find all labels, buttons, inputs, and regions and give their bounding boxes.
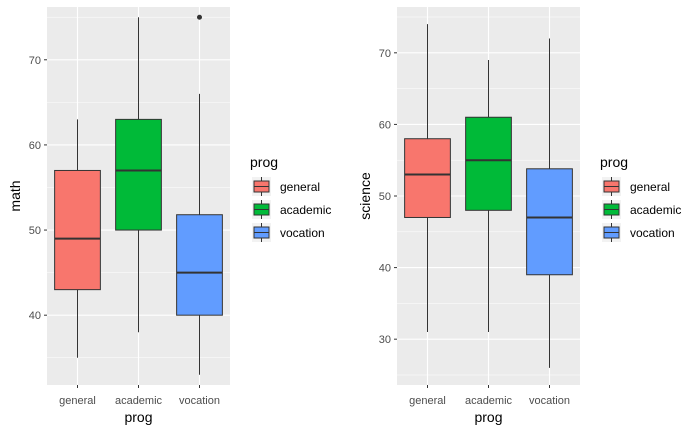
- y-tick-label: 50: [379, 191, 391, 203]
- legend-label-general: general: [630, 180, 670, 194]
- y-tick-label: 60: [29, 140, 41, 152]
- legend-label-vocation: vocation: [280, 226, 325, 240]
- x-axis-title: prog: [124, 409, 152, 425]
- box-vocation: [176, 214, 223, 316]
- x-axis-title: prog: [474, 409, 502, 425]
- y-tick-label: 60: [379, 119, 391, 131]
- y-tick-label: 70: [379, 48, 391, 60]
- legend-title: prog: [250, 154, 278, 170]
- legend-title: prog: [600, 154, 628, 170]
- legend-label-academic: academic: [280, 203, 331, 217]
- box-academic: [115, 118, 162, 231]
- y-tick-label: 50: [29, 225, 41, 237]
- y-axis-title: science: [357, 172, 373, 220]
- box-general: [404, 138, 451, 218]
- x-tick-label: vocation: [179, 395, 220, 407]
- y-axis-title: math: [7, 180, 23, 211]
- legend-label-general: general: [280, 180, 320, 194]
- legend-label-vocation: vocation: [630, 226, 675, 240]
- y-tick-label: 40: [379, 263, 391, 275]
- y-tick-label: 70: [29, 55, 41, 67]
- x-tick-label: general: [59, 395, 96, 407]
- y-tick-label: 30: [379, 334, 391, 346]
- box-academic: [465, 116, 512, 211]
- x-tick-label: general: [409, 395, 446, 407]
- chart-1: 40 50 60 70 general academic vocation prog math p…: [7, 7, 331, 425]
- y-tick-label: 40: [29, 310, 41, 322]
- x-tick-label: vocation: [529, 395, 570, 407]
- x-tick-label: academic: [115, 395, 163, 407]
- x-tick-label: academic: [465, 395, 513, 407]
- box-vocation: [526, 168, 573, 276]
- outlier-point: [197, 14, 202, 20]
- box-general: [54, 169, 101, 291]
- chart-2: 30 40 50 60 70 general academic vocation prog sci…: [357, 7, 681, 425]
- legend-label-academic: academic: [630, 203, 681, 217]
